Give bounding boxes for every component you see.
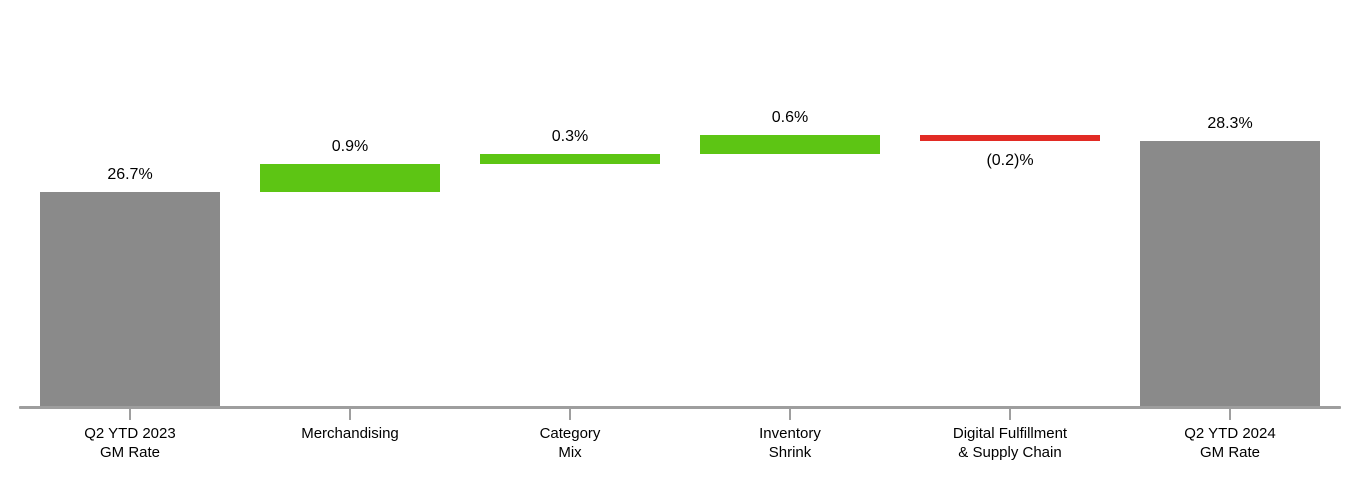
bar-q2-ytd-2023-gm-rate bbox=[40, 192, 220, 406]
category-label-category-mix: Category Mix bbox=[539, 425, 601, 461]
category-label-inventory-shrink: Inventory Shrink bbox=[759, 425, 821, 461]
value-label-category-mix: 0.3% bbox=[551, 128, 589, 146]
x-axis-line bbox=[19, 406, 1341, 409]
axis-tick-category-mix bbox=[569, 409, 571, 420]
value-label-digital-fulfillment-supply-chain: (0.2)% bbox=[986, 152, 1034, 170]
category-label-merchandising: Merchandising bbox=[301, 425, 399, 442]
bar-category-mix bbox=[480, 154, 660, 164]
axis-tick-inventory-shrink bbox=[789, 409, 791, 420]
value-label-inventory-shrink: 0.6% bbox=[771, 109, 809, 127]
axis-tick-q2-ytd-2023-gm-rate bbox=[129, 409, 131, 420]
bar-inventory-shrink bbox=[700, 135, 880, 155]
value-label-q2-ytd-2024-gm-rate: 28.3% bbox=[1207, 115, 1253, 133]
bar-merchandising bbox=[260, 163, 440, 193]
value-label-merchandising: 0.9% bbox=[331, 137, 369, 155]
category-label-digital-fulfillment-supply-chain: Digital Fulfillment & Supply Chain bbox=[952, 425, 1068, 461]
bar-digital-fulfillment-supply-chain bbox=[920, 135, 1100, 142]
bar-q2-ytd-2024-gm-rate bbox=[1140, 141, 1320, 406]
value-label-q2-ytd-2023-gm-rate: 26.7% bbox=[107, 166, 153, 184]
axis-tick-q2-ytd-2024-gm-rate bbox=[1229, 409, 1231, 420]
category-label-q2-ytd-2023-gm-rate: Q2 YTD 2023 GM Rate bbox=[84, 425, 176, 461]
axis-tick-merchandising bbox=[349, 409, 351, 420]
category-label-q2-ytd-2024-gm-rate: Q2 YTD 2024 GM Rate bbox=[1184, 425, 1276, 461]
axis-tick-digital-fulfillment-supply-chain bbox=[1009, 409, 1011, 420]
